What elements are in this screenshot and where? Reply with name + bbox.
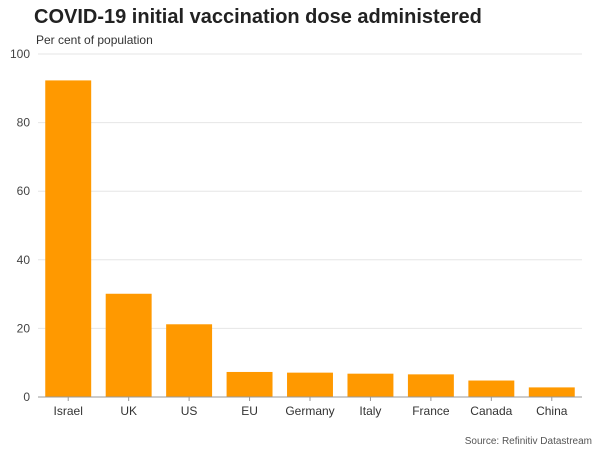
y-tick-label: 100 [10, 47, 30, 61]
x-tick-label: UK [120, 404, 137, 418]
y-tick-label: 20 [17, 321, 31, 335]
bar-china [528, 387, 575, 397]
x-tick-label: Israel [54, 404, 83, 418]
x-tick-label: China [536, 404, 568, 418]
bars [45, 80, 575, 397]
bar-italy [347, 373, 394, 397]
bar-eu [226, 371, 273, 397]
bar-uk [105, 293, 152, 397]
bar-israel [45, 80, 92, 397]
x-tick-label: France [412, 404, 450, 418]
y-axis: 0 20 40 60 80 100 [10, 47, 30, 404]
y-tick-label: 0 [23, 390, 30, 404]
bar-france [407, 374, 454, 397]
bar-germany [287, 372, 333, 397]
x-tick-label: Canada [470, 404, 512, 418]
y-tick-label: 80 [17, 116, 31, 130]
chart-source: Source: Refinitiv Datastream [464, 436, 592, 447]
x-tick-label: US [181, 404, 198, 418]
x-tick-label: Italy [359, 404, 381, 418]
bar-us [166, 324, 213, 397]
gridlines [38, 53, 582, 329]
x-axis: Israel UK US EU Germany Italy France Canada Chin… [38, 396, 582, 418]
y-tick-label: 60 [17, 184, 31, 198]
chart-title: COVID-19 initial vaccination dose admini… [34, 6, 482, 28]
bar-canada [468, 380, 515, 397]
x-tick-label: Germany [285, 404, 334, 418]
x-tick-label: EU [241, 404, 258, 418]
chart-subtitle: Per cent of population [36, 33, 153, 47]
y-tick-label: 40 [17, 253, 31, 267]
